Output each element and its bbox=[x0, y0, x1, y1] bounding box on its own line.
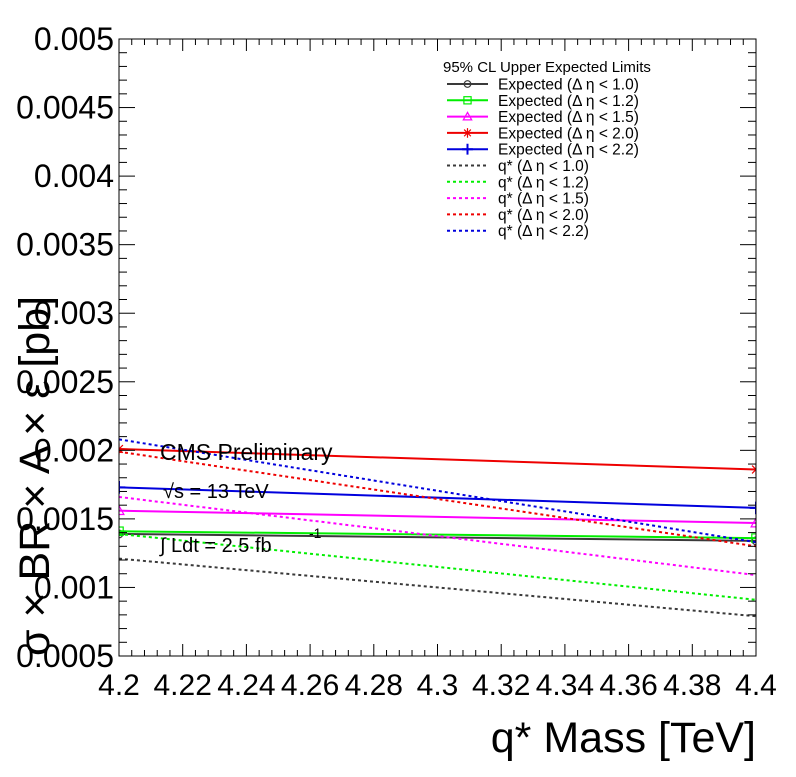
series-marker bbox=[750, 516, 756, 528]
y-tick-label: 0.0025 bbox=[16, 364, 114, 400]
series-line-5 bbox=[119, 486, 756, 509]
legend-entry-label: Expected (Δ η < 2.2) bbox=[498, 142, 639, 159]
series-marker bbox=[462, 128, 473, 138]
series-marker bbox=[119, 504, 125, 516]
y-tick-label: 0.001 bbox=[34, 569, 114, 605]
cms-preliminary-label: CMS Preliminary bbox=[160, 439, 333, 465]
y-tick-label: 0.002 bbox=[34, 432, 114, 468]
legend-entry-label: q* (Δ η < 2.2) bbox=[498, 223, 589, 240]
plot-frame bbox=[118, 38, 757, 657]
series-marker bbox=[462, 111, 473, 121]
legend-entry-label: q* (Δ η < 1.5) bbox=[498, 191, 589, 208]
legend-entry-label: Expected (Δ η < 1.2) bbox=[498, 93, 639, 110]
legend-title: 95% CL Upper Expected Limits bbox=[443, 59, 651, 76]
legend: Expected (Δ η < 1.0)Expected (Δ η < 1.2)… bbox=[447, 77, 639, 240]
series-marker bbox=[463, 80, 472, 88]
y-tick-label: 0.0015 bbox=[16, 501, 114, 537]
x-axis-title: q* Mass [TeV] bbox=[491, 714, 756, 762]
legend-entry-label: Expected (Δ η < 1.5) bbox=[498, 109, 639, 126]
y-tick-label: 0.005 bbox=[34, 21, 114, 57]
x-tick-label: 4.2 bbox=[98, 669, 140, 702]
series-layer bbox=[119, 438, 756, 618]
x-tick-labels: 4.2 4.22 4.24 4.26 4.28 4.3 4.32 4.34 4.36 4.38 4.… bbox=[98, 669, 777, 702]
luminosity-exponent: -1 bbox=[309, 525, 322, 541]
y-tick-label: 0.0045 bbox=[16, 90, 114, 126]
legend-entry-label: q* (Δ η < 2.0) bbox=[498, 207, 589, 224]
series-line-3 bbox=[119, 509, 756, 525]
series-marker bbox=[462, 143, 473, 155]
legend-entry-label: Expected (Δ η < 1.0) bbox=[498, 77, 639, 94]
series-marker bbox=[749, 501, 756, 515]
legend-entry-label: q* (Δ η < 1.0) bbox=[498, 158, 589, 175]
y-tick-label: 0.0035 bbox=[16, 227, 114, 263]
luminosity-label: ∫ Ldt = 2.5 fb bbox=[159, 535, 272, 557]
tick-layer bbox=[118, 38, 757, 657]
y-tick-label: 0.0005 bbox=[16, 638, 114, 674]
y-tick-label: 0.004 bbox=[34, 158, 114, 194]
series-line-1 bbox=[119, 532, 756, 542]
series-marker bbox=[119, 481, 126, 494]
x-tick-label: 4.36 bbox=[599, 669, 657, 702]
x-tick-label: 4.28 bbox=[345, 669, 403, 702]
x-tick-label: 4.4 bbox=[735, 669, 777, 702]
series-marker bbox=[463, 96, 472, 105]
y-tick-labels: 0.0005 0.001 0.0015 0.002 0.0025 0.003 0.0035 0… bbox=[16, 21, 114, 674]
series-line-7 bbox=[119, 532, 756, 601]
x-tick-label: 4.26 bbox=[281, 669, 339, 702]
y-tick-label: 0.003 bbox=[34, 295, 114, 331]
x-tick-label: 4.3 bbox=[417, 669, 459, 702]
legend-entry-label: Expected (Δ η < 2.0) bbox=[498, 125, 639, 142]
series-line-9 bbox=[119, 450, 756, 548]
x-tick-label: 4.32 bbox=[472, 669, 530, 702]
x-tick-label: 4.22 bbox=[154, 669, 212, 702]
y-axis-title: σ × BR × A × ε [pb] bbox=[11, 296, 59, 656]
series-line-4 bbox=[119, 447, 756, 471]
legend-entry-label: q* (Δ η < 1.2) bbox=[498, 174, 589, 191]
series-line-6 bbox=[119, 557, 756, 618]
series-line-8 bbox=[119, 495, 756, 577]
energy-label: √s = 13 TeV bbox=[163, 481, 269, 503]
series-line-2 bbox=[119, 530, 756, 540]
x-tick-label: 4.34 bbox=[536, 669, 594, 702]
x-tick-label: 4.24 bbox=[217, 669, 275, 702]
x-tick-label: 4.38 bbox=[663, 669, 721, 702]
